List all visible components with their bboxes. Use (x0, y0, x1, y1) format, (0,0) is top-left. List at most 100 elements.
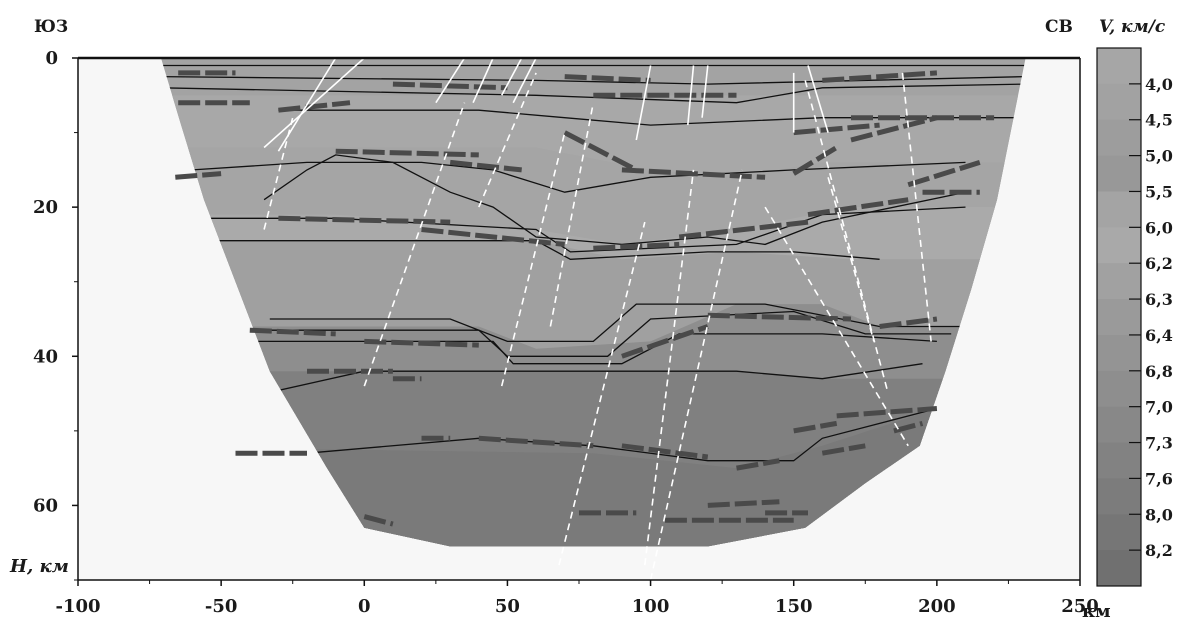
layer-boundary-10 (235, 333, 937, 365)
dashed-reflector-11 (793, 122, 880, 136)
layer-boundary-9 (249, 310, 952, 357)
dashed-reflector-39 (363, 514, 394, 527)
y-tick-label: 20 (33, 197, 58, 218)
legend-value-label: 6,2 (1145, 254, 1173, 273)
dashed-reflector-6 (392, 81, 508, 91)
dashed-reflector-15 (850, 115, 938, 143)
dashed-reflector-4 (335, 148, 479, 158)
dashed-fault-2 (500, 132, 566, 387)
legend-swatch (1097, 155, 1141, 192)
white-fault-8 (701, 65, 709, 118)
dashed-reflector-19 (593, 241, 680, 251)
y-axis-ticks: 0 20 40 60 (33, 48, 78, 581)
white-fault-6 (635, 65, 652, 141)
dashed-reflector-3 (278, 100, 351, 113)
x-tick-label: 250 (1061, 596, 1099, 617)
legend-swatch (1097, 48, 1141, 85)
white-fault-3 (472, 58, 494, 104)
dashed-reflector-14 (792, 145, 838, 176)
y-tick-label: 40 (33, 346, 58, 367)
dashed-reflector-5 (449, 159, 522, 173)
white-fault-2 (435, 58, 466, 104)
dashed-reflector-32 (621, 443, 709, 460)
legend-value-label: 6,8 (1145, 362, 1173, 381)
dashed-reflector-33 (736, 458, 780, 471)
dashed-fault-1 (363, 102, 466, 387)
x-tick-label: 200 (918, 596, 956, 617)
legend-swatch (1097, 478, 1141, 515)
white-fault-1 (277, 58, 337, 152)
dashed-reflector-27 (879, 316, 938, 329)
legend-swatch (1097, 227, 1141, 264)
dashed-fault-11 (901, 72, 932, 342)
dashed-reflector-17 (278, 215, 451, 225)
layer-boundary-5 (263, 154, 966, 246)
dashed-reflector-42 (707, 499, 780, 508)
legend-swatch (1097, 83, 1141, 121)
y-tick-label: 0 (45, 48, 58, 69)
dashed-reflector-24 (364, 338, 479, 348)
dashed-fault-9 (827, 177, 875, 342)
legend-swatch (1097, 119, 1141, 157)
white-fault-0 (263, 58, 365, 149)
x-tick-label: -50 (205, 596, 238, 617)
legend-value-label: 7,3 (1145, 434, 1173, 453)
white-faults (263, 58, 829, 152)
x-tick-label: 50 (495, 596, 520, 617)
y-tick-label: 60 (33, 495, 58, 516)
x-axis-unit-label: км (1082, 601, 1111, 622)
white-fault-5 (512, 58, 537, 104)
dashed-reflector-37 (893, 420, 924, 434)
legend-value-label: 5,5 (1145, 182, 1173, 201)
velocity-legend: 4,0 4,5 5,0 5,5 6,0 6,2 6,3 6,4 6,8 7,0 7,3 7,6 8,0 8… (1096, 47, 1173, 587)
legend-value-label: 4,5 (1145, 111, 1173, 130)
x-tick-label: 0 (358, 596, 371, 617)
layer-boundary-1 (161, 75, 1026, 85)
dashed-fault-3 (549, 102, 595, 327)
legend-value-label: 8,0 (1145, 505, 1173, 524)
dashed-reflector-7 (564, 74, 651, 83)
dashed-reflector-12 (563, 130, 638, 173)
dashed-reflector-25 (621, 324, 709, 359)
x-tick-label: 150 (775, 596, 813, 617)
layer-boundary-2 (161, 83, 1026, 104)
legend-swatch (1097, 334, 1141, 372)
dashed-reflector-34 (793, 420, 838, 434)
dashed-reflector-31 (478, 435, 594, 449)
x-tick-label: -100 (55, 596, 100, 617)
layer-boundary-8 (269, 303, 966, 343)
dashed-reflector-20 (678, 219, 809, 240)
y-axis-title: H, км (9, 556, 69, 577)
layer-boundary-4 (192, 161, 966, 193)
legend-swatch (1097, 406, 1141, 444)
x-axis-ticks: -100 -50 0 50 100 150 200 250 (55, 580, 1099, 617)
legend-value-label: 5,0 (1145, 147, 1173, 166)
dashed-reflector-21 (807, 197, 909, 218)
dashed-reflector-16 (907, 160, 981, 188)
legend-swatch (1097, 550, 1141, 587)
dashed-reflector-0 (175, 171, 222, 180)
dashed-fault-8 (764, 206, 909, 447)
dashed-fault-4 (558, 221, 646, 566)
legend-title: V, км/с (1099, 17, 1166, 37)
legend-value-label: 6,4 (1145, 326, 1173, 345)
white-fault-10 (807, 65, 829, 133)
dashed-reflector-36 (821, 443, 866, 456)
dashed-reflector-35 (836, 406, 938, 419)
legend-swatch (1097, 442, 1141, 479)
dashed-faults (263, 72, 932, 580)
corner-label-left: ЮЗ (34, 17, 68, 37)
legend-value-label: 7,6 (1145, 469, 1173, 488)
legend-swatch (1097, 263, 1141, 300)
white-fault-7 (687, 65, 695, 126)
dashed-reflector-9 (822, 70, 938, 83)
legend-swatch (1097, 370, 1141, 408)
legend-value-label: 6,0 (1145, 218, 1173, 237)
legend-value-label: 6,3 (1145, 290, 1173, 309)
x-tick-label: 100 (632, 596, 670, 617)
dashed-fault-10 (804, 80, 889, 394)
dashed-reflector-23 (249, 327, 336, 337)
legend-swatch (1097, 514, 1141, 551)
white-fault-4 (500, 58, 523, 96)
